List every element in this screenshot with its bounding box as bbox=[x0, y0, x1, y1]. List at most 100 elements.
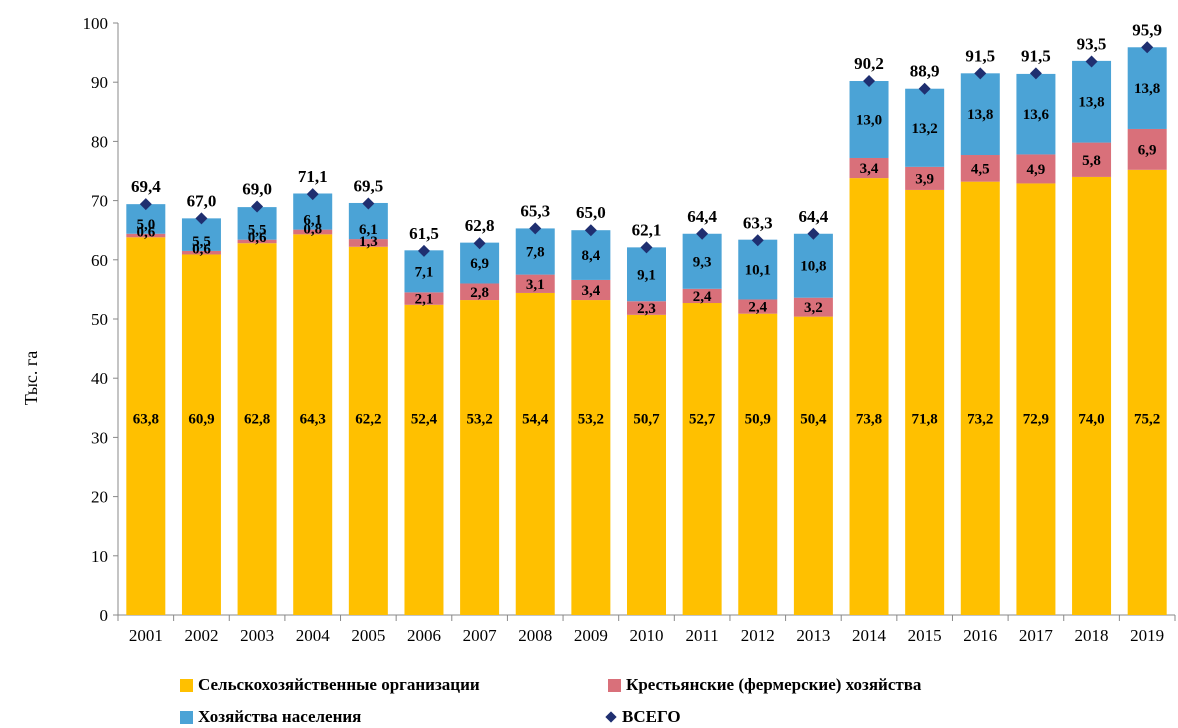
bar-segment bbox=[682, 303, 722, 615]
bar-segment bbox=[404, 292, 444, 305]
total-label: 88,9 bbox=[910, 62, 940, 81]
data-label-households: 13,6 bbox=[1023, 107, 1050, 123]
bar-segment bbox=[960, 155, 1000, 182]
x-tick-label: 2009 bbox=[574, 626, 608, 645]
bar-segment bbox=[627, 247, 666, 302]
bar-segment bbox=[905, 189, 945, 615]
bar-segment bbox=[1072, 176, 1112, 616]
data-label-agri-orgs: 62,8 bbox=[244, 411, 270, 427]
bar-segment bbox=[849, 81, 889, 158]
total-label: 63,3 bbox=[743, 213, 773, 232]
total-label: 64,4 bbox=[687, 207, 717, 226]
total-label: 91,5 bbox=[1021, 46, 1051, 65]
data-label-households: 10,8 bbox=[800, 259, 826, 275]
bar-segment bbox=[571, 230, 611, 280]
data-label-households: 9,3 bbox=[693, 254, 712, 270]
bar-segment bbox=[1127, 128, 1167, 170]
data-label-households: 13,2 bbox=[912, 121, 938, 137]
bar-segment bbox=[627, 301, 666, 315]
x-tick-label: 2019 bbox=[1130, 626, 1164, 645]
data-label-farms: 3,2 bbox=[804, 300, 823, 316]
total-marker bbox=[139, 198, 152, 211]
data-label-farms: 0,6 bbox=[136, 224, 155, 240]
bar-segment bbox=[738, 313, 778, 615]
total-label: 69,4 bbox=[131, 177, 161, 196]
data-label-agri-orgs: 52,4 bbox=[411, 411, 438, 427]
data-label-agri-orgs: 72,9 bbox=[1023, 411, 1049, 427]
data-label-farms: 2,4 bbox=[693, 289, 712, 305]
data-label-farms: 3,4 bbox=[581, 283, 600, 299]
total-marker bbox=[974, 67, 987, 80]
data-label-agri-orgs: 62,2 bbox=[355, 411, 381, 427]
data-label-farms: 3,4 bbox=[860, 161, 879, 177]
data-label-agri-orgs: 50,9 bbox=[745, 411, 771, 427]
bar-segment bbox=[1127, 169, 1167, 616]
total-label: 95,9 bbox=[1132, 20, 1162, 39]
total-label: 65,3 bbox=[520, 201, 550, 220]
x-tick-label: 2006 bbox=[407, 626, 441, 645]
data-label-households: 5,5 bbox=[248, 223, 267, 239]
bar-segment bbox=[293, 234, 333, 615]
bar-segment bbox=[460, 283, 500, 301]
bar-segment bbox=[404, 250, 444, 293]
bar-segment bbox=[293, 229, 333, 235]
bar-segment bbox=[849, 157, 889, 179]
data-label-farms: 3,9 bbox=[915, 171, 934, 187]
total-label: 69,0 bbox=[242, 180, 272, 199]
total-marker bbox=[863, 75, 876, 88]
bar-segment bbox=[960, 73, 1000, 156]
data-label-households: 8,4 bbox=[581, 248, 600, 264]
data-label-households: 7,8 bbox=[526, 245, 545, 261]
data-label-households: 7,1 bbox=[415, 264, 434, 280]
total-marker bbox=[529, 222, 542, 235]
data-label-households: 13,8 bbox=[967, 107, 993, 123]
total-marker bbox=[751, 234, 764, 247]
total-label: 67,0 bbox=[187, 191, 217, 210]
total-marker bbox=[696, 227, 709, 240]
data-label-farms: 0,6 bbox=[192, 241, 211, 257]
data-label-farms: 3,1 bbox=[526, 277, 545, 293]
bar-segment bbox=[1016, 154, 1056, 184]
y-tick-label: 10 bbox=[91, 547, 108, 566]
bar-segment bbox=[793, 233, 833, 298]
x-tick-label: 2005 bbox=[351, 626, 385, 645]
y-tick-label: 70 bbox=[91, 192, 108, 211]
data-label-agri-orgs: 71,8 bbox=[912, 411, 938, 427]
x-tick-label: 2004 bbox=[296, 626, 331, 645]
data-label-agri-orgs: 60,9 bbox=[188, 411, 214, 427]
bar-segment bbox=[627, 314, 666, 615]
data-label-farms: 2,1 bbox=[415, 292, 434, 308]
bar-segment bbox=[237, 207, 277, 240]
total-label: 91,5 bbox=[965, 46, 995, 65]
total-marker bbox=[1141, 41, 1154, 54]
total-marker bbox=[195, 212, 208, 225]
data-label-households: 9,1 bbox=[637, 267, 656, 283]
y-tick-label: 20 bbox=[91, 488, 108, 507]
bar-segment bbox=[126, 233, 166, 238]
data-label-households: 5,0 bbox=[136, 217, 155, 233]
data-label-agri-orgs: 50,4 bbox=[800, 411, 827, 427]
x-tick-label: 2002 bbox=[184, 626, 218, 645]
total-label: 90,2 bbox=[854, 54, 884, 73]
x-tick-label: 2017 bbox=[1019, 626, 1054, 645]
x-tick-label: 2010 bbox=[630, 626, 664, 645]
data-label-farms: 2,4 bbox=[748, 300, 767, 316]
data-label-farms: 4,5 bbox=[971, 161, 990, 177]
bar-segment bbox=[571, 300, 611, 615]
data-label-households: 10,1 bbox=[745, 263, 771, 279]
x-tick-label: 2013 bbox=[796, 626, 830, 645]
data-label-agri-orgs: 53,2 bbox=[466, 411, 492, 427]
bar-segment bbox=[849, 178, 889, 615]
total-marker bbox=[807, 227, 820, 240]
total-marker bbox=[584, 224, 597, 237]
y-tick-label: 100 bbox=[83, 14, 109, 33]
bar-segment bbox=[404, 304, 444, 615]
total-marker bbox=[417, 244, 430, 257]
data-label-agri-orgs: 74,0 bbox=[1078, 411, 1104, 427]
bar-segment bbox=[348, 239, 388, 247]
total-marker bbox=[362, 197, 375, 210]
bar-segment bbox=[460, 242, 500, 284]
bar-segment bbox=[237, 239, 277, 244]
bar-segment bbox=[126, 237, 166, 615]
